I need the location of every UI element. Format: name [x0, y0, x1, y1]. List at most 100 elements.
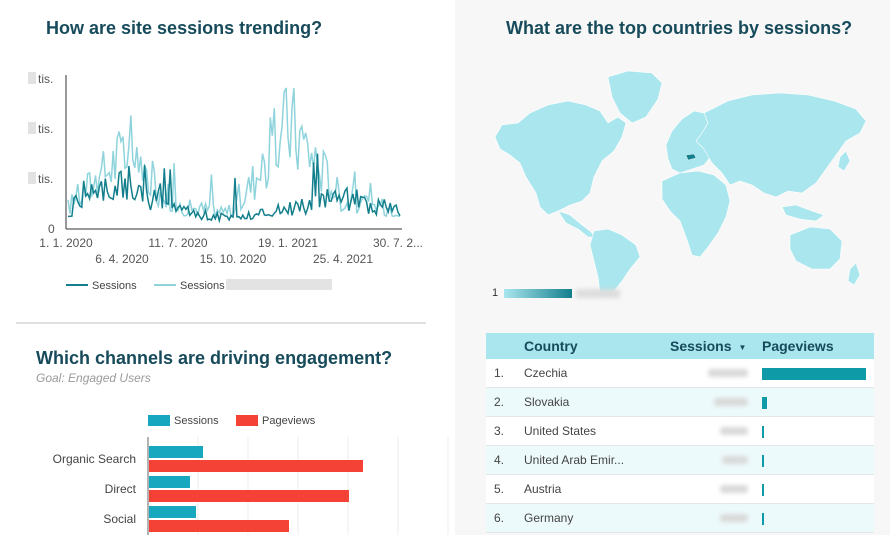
map-legend-min: 1: [492, 287, 499, 299]
bar-pageviews[interactable]: [149, 490, 349, 502]
x-tick-label: 25. 4. 2021: [313, 252, 373, 266]
row-pageviews: [762, 416, 874, 446]
map-central-america[interactable]: [557, 210, 597, 238]
legend-swatch-sessions: [148, 415, 170, 426]
category-label: Direct: [105, 482, 137, 496]
pageviews-bar: [762, 454, 764, 467]
map-north-america[interactable]: [494, 100, 627, 216]
map-legend-gradient: [504, 289, 572, 298]
y-axis-labels: tis. tis. tis. 0: [28, 72, 55, 236]
y-tick-zero: 0: [48, 222, 55, 236]
map-africa[interactable]: [661, 170, 731, 258]
pageviews-bar: [762, 425, 764, 438]
blurred-value: [720, 427, 748, 435]
trend-legend[interactable]: Sessions Sessions: [66, 279, 332, 292]
row-rank: 3.: [486, 416, 524, 446]
bar-sessions[interactable]: [149, 446, 203, 458]
row-country: Slovakia: [524, 387, 670, 417]
row-rank: 6.: [486, 503, 524, 533]
row-sessions-blurred: [670, 503, 762, 533]
legend-label-sessions: Sessions: [174, 415, 219, 427]
legend-label-previous: Sessions: [180, 280, 225, 292]
blurred-value: [720, 485, 748, 493]
x-tick-label: 30. 7. 2...: [373, 236, 423, 250]
channels-bar-chart: Sessions Pageviews Organic Search Direct S…: [53, 415, 449, 535]
table-row[interactable]: 4. United Arab Emir...: [486, 445, 874, 475]
table-body: 1. Czechia 2. Slovakia 3. United States 4. Unit…: [486, 359, 874, 533]
header-pageviews[interactable]: Pageviews: [762, 333, 874, 359]
header-rank: [486, 333, 524, 359]
header-sessions[interactable]: Sessions ▼: [670, 333, 762, 359]
row-sessions-blurred: [670, 359, 762, 388]
channels-bars: [149, 446, 363, 532]
world-map[interactable]: [490, 65, 870, 300]
bar-pageviews[interactable]: [149, 520, 289, 532]
category-label: Organic Search: [53, 452, 136, 466]
blurred-value: [708, 369, 748, 377]
channels-legend[interactable]: Sessions Pageviews: [148, 415, 316, 427]
table-header-row: Country Sessions ▼ Pageviews: [486, 333, 874, 359]
row-pageviews: [762, 359, 874, 388]
row-rank: 5.: [486, 474, 524, 504]
row-country: Czechia: [524, 359, 670, 388]
legend-label-current: Sessions: [92, 280, 137, 292]
x-tick-label: 15. 10. 2020: [200, 252, 267, 266]
pageviews-bar: [762, 483, 764, 496]
left-panel: [0, 0, 455, 535]
channels-goal: Goal: Engaged Users: [36, 371, 151, 385]
pageviews-bar: [762, 396, 768, 409]
blurred-value: [722, 456, 748, 464]
bar-pageviews[interactable]: [149, 460, 363, 472]
table-row[interactable]: 6. Germany: [486, 503, 874, 533]
row-country: United States: [524, 416, 670, 446]
map-japan[interactable]: [837, 150, 851, 172]
blurred-value: [714, 398, 748, 406]
table-row[interactable]: 1. Czechia: [486, 359, 874, 388]
row-country: Germany: [524, 503, 670, 533]
sort-desc-icon[interactable]: ▼: [738, 342, 747, 352]
legend-blurred-period: [226, 279, 332, 290]
category-label: Social: [103, 512, 136, 526]
header-country[interactable]: Country: [524, 333, 670, 359]
row-sessions-blurred: [670, 474, 762, 504]
y-tick-label: tis.: [38, 122, 53, 136]
table-row[interactable]: 5. Austria: [486, 474, 874, 504]
pageviews-bar: [762, 512, 764, 525]
row-rank: 1.: [486, 359, 524, 388]
header-sessions-label: Sessions: [670, 338, 732, 354]
legend-swatch-pageviews: [236, 415, 258, 426]
map-czechia-highlight[interactable]: [685, 153, 697, 161]
section-divider: [16, 322, 426, 324]
bar-sessions[interactable]: [149, 476, 190, 488]
countries-table: Country Sessions ▼ Pageviews 1. Czechia 2. S…: [486, 333, 874, 533]
row-pageviews: [762, 387, 874, 417]
map-greenland[interactable]: [607, 70, 663, 124]
x-tick-label: 19. 1. 2021: [258, 236, 318, 250]
map-new-zealand[interactable]: [847, 262, 861, 286]
map-south-america[interactable]: [589, 228, 641, 298]
y-tick-blurred-value: [28, 172, 36, 184]
bar-sessions[interactable]: [149, 506, 196, 518]
x-axis-labels: 1. 1. 2020 11. 7. 2020 19. 1. 2021 30. 7…: [39, 236, 423, 266]
countries-title: What are the top countries by sessions?: [506, 18, 853, 38]
sessions-trend-chart: tis. tis. tis. 0 1. 1. 2020 11. 7. 2020 …: [28, 72, 423, 292]
sessions-trend-title: How are site sessions trending?: [46, 18, 323, 38]
y-tick-blurred-value: [28, 72, 36, 84]
map-indonesia[interactable]: [781, 204, 825, 222]
table-row[interactable]: 2. Slovakia: [486, 387, 874, 417]
series-line-current: [67, 153, 401, 224]
row-rank: 2.: [486, 387, 524, 417]
map-australia[interactable]: [789, 226, 843, 270]
x-tick-label: 6. 4. 2020: [95, 252, 149, 266]
x-tick-label: 1. 1. 2020: [39, 236, 93, 250]
row-country: Austria: [524, 474, 670, 504]
row-pageviews: [762, 474, 874, 504]
y-tick-blurred-value: [28, 122, 36, 134]
row-country: United Arab Emir...: [524, 445, 670, 475]
blurred-value: [720, 514, 748, 522]
row-rank: 4.: [486, 445, 524, 475]
table-row[interactable]: 3. United States: [486, 416, 874, 446]
row-sessions-blurred: [670, 445, 762, 475]
map-asia[interactable]: [695, 92, 867, 198]
row-sessions-blurred: [670, 387, 762, 417]
